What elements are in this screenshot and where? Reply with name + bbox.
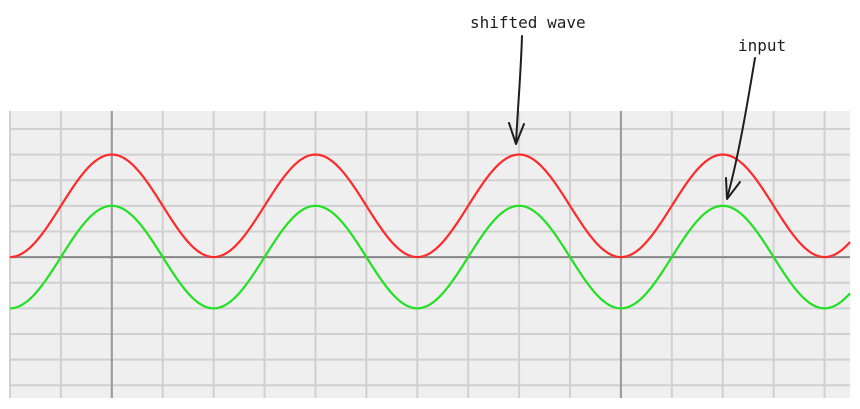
annotation-shifted-wave: shifted wave: [470, 13, 586, 32]
annotations: shifted wave input: [470, 13, 786, 200]
annotation-arrow-shifted-wave: [515, 35, 523, 144]
series-layer: [9, 153, 851, 310]
annotation-arrowhead-shifted-wave: [508, 122, 525, 145]
series-input: [9, 204, 851, 310]
annotation-input: input: [738, 36, 786, 55]
grid: [9, 111, 850, 398]
series-shifted-wave: [9, 153, 851, 259]
annotation-arrow-input: [726, 57, 756, 199]
annotation-arrowhead-input: [725, 177, 741, 200]
